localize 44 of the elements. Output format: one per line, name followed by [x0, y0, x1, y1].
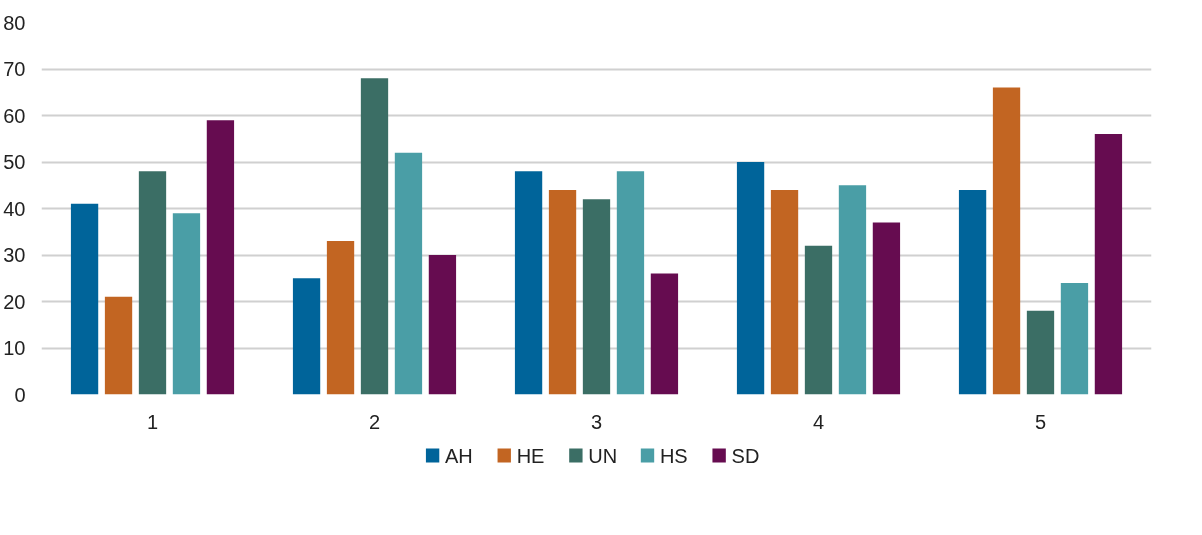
- bar: [736, 162, 765, 395]
- bar: [804, 245, 833, 395]
- x-tick-label: 5: [1034, 410, 1047, 433]
- bar: [548, 189, 577, 395]
- bar: [582, 199, 611, 395]
- bar: [1094, 134, 1123, 395]
- y-tick-label: 20: [3, 290, 26, 313]
- bar: [104, 296, 133, 395]
- bar: [172, 213, 201, 395]
- bar: [326, 241, 355, 395]
- x-tick-label: 3: [590, 410, 603, 433]
- bar: [992, 87, 1021, 395]
- bar: [616, 171, 645, 395]
- bar: [428, 255, 457, 395]
- bar: [872, 222, 901, 395]
- y-tick-label: 40: [3, 197, 26, 220]
- bar: [138, 171, 167, 395]
- y-tick-label: 0: [14, 383, 26, 406]
- y-tick-label: 10: [3, 337, 26, 359]
- y-tick-label: 60: [3, 104, 26, 127]
- bar: [1060, 282, 1089, 395]
- y-tick-label: 70: [3, 58, 26, 80]
- legend-label: UN: [588, 444, 618, 467]
- bar: [514, 171, 543, 395]
- bar: [360, 78, 389, 395]
- bar: [650, 273, 679, 395]
- legend-label: SD: [731, 444, 760, 467]
- x-tick-label: 4: [812, 410, 825, 433]
- legend-label: HS: [659, 444, 688, 467]
- bar: [394, 152, 423, 395]
- bar: [206, 120, 235, 395]
- bar: [1026, 310, 1055, 395]
- bar: [838, 185, 867, 395]
- bar: [70, 203, 99, 395]
- bar: [958, 189, 987, 395]
- y-tick-label: 50: [3, 151, 26, 173]
- legend-label: AH: [445, 444, 473, 467]
- y-tick-label: 80: [3, 11, 26, 34]
- bar: [770, 189, 799, 395]
- legend-label: HE: [516, 444, 545, 467]
- x-tick-label: 1: [146, 410, 159, 433]
- bar: [292, 278, 321, 395]
- y-tick-label: 30: [3, 244, 26, 266]
- x-tick-label: 2: [368, 410, 381, 433]
